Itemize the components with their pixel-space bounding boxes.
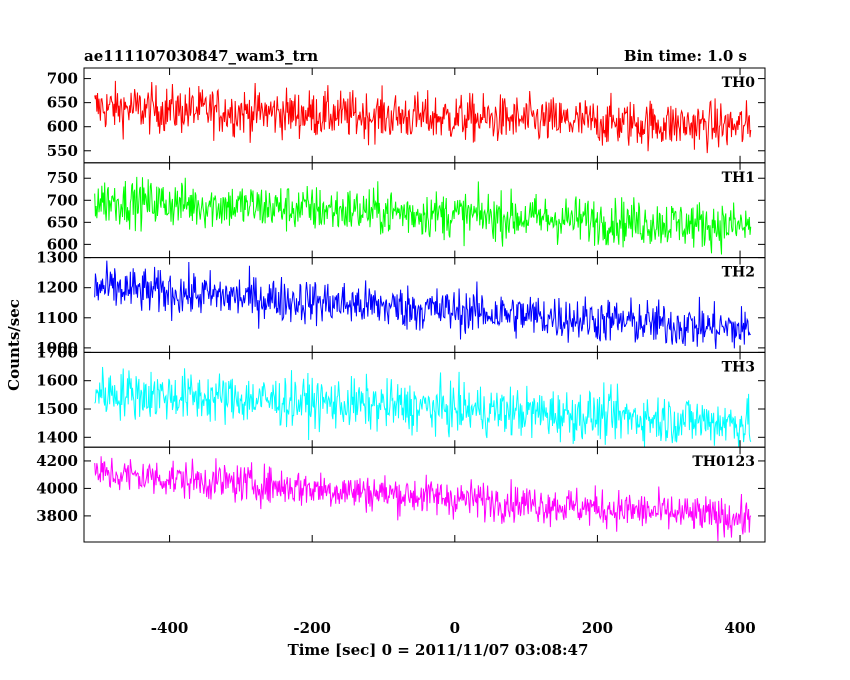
y-tick-label-th3: 1400 — [36, 428, 78, 446]
y-tick-label-th0123: 4200 — [36, 452, 78, 470]
chart-title: ae111107030847_wam3_trn — [84, 47, 318, 65]
panel-frame-th0123 — [83, 446, 766, 543]
panel-label-th0123: TH0123 — [692, 454, 755, 470]
y-tick-label-th0: 650 — [47, 94, 78, 112]
x-tick-label: 400 — [724, 619, 755, 637]
y-tick-label-th0: 700 — [47, 70, 78, 88]
y-tick-label-th1: 750 — [47, 169, 78, 187]
panel-label-th0: TH0 — [722, 75, 756, 91]
y-tick-label-th3: 1600 — [36, 372, 78, 390]
series-line-th1 — [94, 176, 752, 255]
x-tick-label: -200 — [293, 619, 331, 637]
panels-group: 550 600 650 700 TH0 600 650 700 750 TH1 1000 1100 12… — [36, 67, 766, 637]
y-tick-label-th0: 550 — [47, 142, 78, 160]
series-line-th2 — [94, 260, 751, 350]
y-tick-label-th3: 1500 — [36, 400, 78, 418]
series-line-th0123 — [94, 456, 752, 542]
y-tick-label-th1: 600 — [47, 235, 78, 253]
y-tick-label-th3: 1700 — [36, 343, 78, 361]
panel-label-th1: TH1 — [722, 170, 755, 186]
y-tick-label-th2: 1000 — [36, 339, 78, 357]
y-tick-label-th2: 1200 — [36, 279, 78, 297]
y-tick-label-th1: 700 — [47, 191, 78, 209]
y-axis-label: Counts/sec — [5, 299, 23, 391]
panel-label-th3: TH3 — [722, 359, 755, 375]
y-tick-label-th0123: 3800 — [36, 507, 78, 525]
y-tick-label-th2: 1300 — [36, 249, 78, 267]
y-tick-label-th1: 650 — [47, 213, 78, 231]
x-tick-label: 200 — [582, 619, 613, 637]
x-tick-label: 0 — [450, 619, 460, 637]
panel-label-th2: TH2 — [722, 265, 755, 281]
y-tick-label-th2: 1100 — [36, 309, 78, 327]
series-line-th3 — [94, 366, 752, 448]
y-tick-label-th0: 600 — [47, 118, 78, 136]
y-tick-label-th0123: 4000 — [36, 479, 78, 497]
x-tick-label: -400 — [151, 619, 189, 637]
series-line-th0 — [94, 80, 752, 154]
bin-time-label: Bin time: 1.0 s — [624, 47, 747, 65]
panel-frame-th2 — [83, 257, 766, 353]
x-axis-label: Time [sec] 0 = 2011/11/07 03:08:47 — [288, 641, 589, 659]
panel-frame-th1 — [83, 162, 766, 259]
